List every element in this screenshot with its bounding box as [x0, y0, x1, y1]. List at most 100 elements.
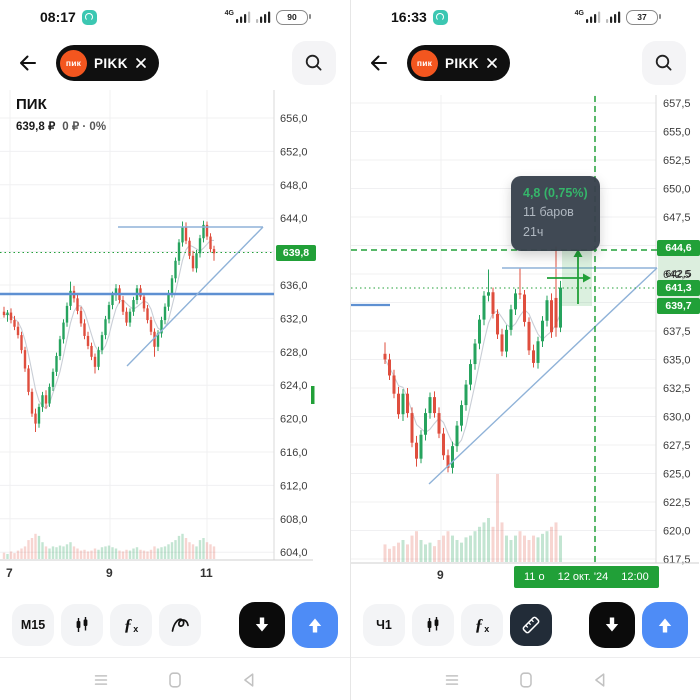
battery-percent: 90	[287, 12, 297, 22]
volume-bar	[198, 540, 202, 559]
candle-body	[410, 413, 414, 443]
ticker-logo: пик	[411, 49, 438, 77]
y-axis-label: 650,0	[663, 184, 691, 196]
y-axis-label: 635,0	[663, 355, 691, 367]
ticker-chip[interactable]: пик PIKK	[56, 45, 159, 81]
x-axis-label: 9	[437, 568, 444, 582]
volume-bar	[149, 549, 153, 559]
close-icon[interactable]	[486, 57, 498, 69]
candle-body	[523, 294, 526, 322]
volume-bar	[13, 553, 16, 559]
candle-body	[419, 434, 423, 459]
measure-high-label: 644,6	[657, 240, 700, 256]
volume-bar	[135, 547, 139, 559]
y-axis-label: 622,5	[663, 497, 691, 509]
buy-button[interactable]	[642, 602, 688, 648]
instrument-info: ПИК 639,8 ₽ 0 ₽ · 0%	[16, 96, 106, 133]
candle-body	[195, 253, 198, 269]
sell-button[interactable]	[239, 602, 285, 648]
timeframe-button[interactable]: Ч1	[363, 604, 405, 646]
search-button[interactable]	[642, 41, 686, 85]
volume-bar	[146, 551, 149, 559]
sell-button[interactable]	[589, 602, 635, 648]
volume-bar	[392, 546, 396, 562]
volume-bar	[62, 546, 65, 559]
network-type-label: 4G	[574, 9, 584, 17]
last-price-label: 641,3	[657, 280, 700, 296]
volume-bar	[139, 549, 142, 559]
drawing-tool-button[interactable]	[159, 604, 201, 646]
home-button[interactable]	[516, 670, 536, 690]
trend-line	[126, 226, 264, 367]
crosshair-date-badge: 11 о 12 окт. '24 12:00	[514, 566, 659, 588]
chart-type-button[interactable]	[61, 604, 103, 646]
y-axis-label: 636,0	[280, 280, 308, 292]
candle-body	[437, 413, 441, 434]
measure-tool-button[interactable]	[510, 604, 552, 646]
candle-body	[209, 236, 212, 250]
candle-body	[202, 224, 205, 239]
recents-button[interactable]	[442, 670, 462, 690]
x-axis-label: 11	[200, 566, 213, 580]
volume-bar	[446, 531, 450, 562]
signal-icon	[236, 11, 251, 23]
ticker-chip[interactable]: пик PIKK	[407, 45, 510, 81]
close-icon[interactable]	[135, 57, 147, 69]
volume-bar	[554, 522, 558, 562]
candlestick-chart[interactable]: 656,0 652,0 648,0 644,0 636,0 632,0 628,0 624,0…	[0, 0, 350, 700]
instrument-price: 639,8 ₽	[16, 121, 56, 133]
candle-body	[491, 292, 495, 314]
candle-body	[132, 300, 135, 312]
volume-bar	[48, 548, 51, 559]
candle-body	[174, 260, 177, 279]
volume-bar	[156, 548, 160, 559]
volume-bar	[58, 545, 62, 559]
candle-body	[191, 255, 195, 269]
y-axis-label: 637,5	[663, 326, 691, 338]
measure-low-label: 639,7	[657, 298, 700, 314]
volume-bar	[163, 546, 167, 559]
candle-body	[139, 288, 142, 297]
volume-bar	[20, 548, 23, 559]
volume-bar	[433, 546, 436, 562]
candles-icon	[427, 617, 439, 632]
axis-date-partial: 11 о	[524, 571, 545, 583]
home-button[interactable]	[165, 670, 185, 690]
recents-button[interactable]	[91, 670, 111, 690]
back-button[interactable]	[365, 49, 393, 77]
buy-button[interactable]	[292, 602, 338, 648]
candle-body	[184, 226, 188, 241]
chart-type-button[interactable]	[412, 604, 454, 646]
volume-bar	[41, 542, 44, 559]
candle-body	[388, 359, 391, 376]
ma-line	[3, 239, 214, 410]
back-button[interactable]	[14, 49, 42, 77]
search-button[interactable]	[292, 41, 336, 85]
status-bar: 16:33 4G 37	[351, 6, 700, 28]
measure-tooltip: 4,8 (0,75%) 11 баров 21ч	[511, 176, 600, 252]
candle-body	[37, 406, 41, 424]
candle-body	[383, 353, 387, 360]
back-nav-button[interactable]	[590, 670, 610, 690]
ma-line	[384, 308, 562, 447]
menu-icon	[445, 675, 458, 685]
candle-body	[111, 295, 114, 306]
candle-body	[16, 326, 20, 336]
candle-body	[424, 413, 427, 435]
timeframe-button[interactable]: M15	[12, 604, 54, 646]
candle-body	[44, 395, 48, 404]
candle-body	[532, 350, 535, 363]
y-axis-label: 655,0	[663, 127, 691, 139]
candle-body	[160, 320, 163, 334]
back-nav-button[interactable]	[239, 670, 259, 690]
volume-bar	[212, 546, 216, 559]
volume-bar	[153, 546, 156, 559]
menu-icon	[94, 675, 108, 685]
candle-body	[20, 335, 23, 351]
candle-body	[478, 319, 481, 344]
ruler-icon	[522, 616, 540, 634]
candlestick-chart[interactable]: 657,5 655,0 652,5 650,0 647,5 642,5 637,5 635,0…	[351, 0, 700, 700]
y-axis-label: 632,0	[280, 313, 308, 325]
